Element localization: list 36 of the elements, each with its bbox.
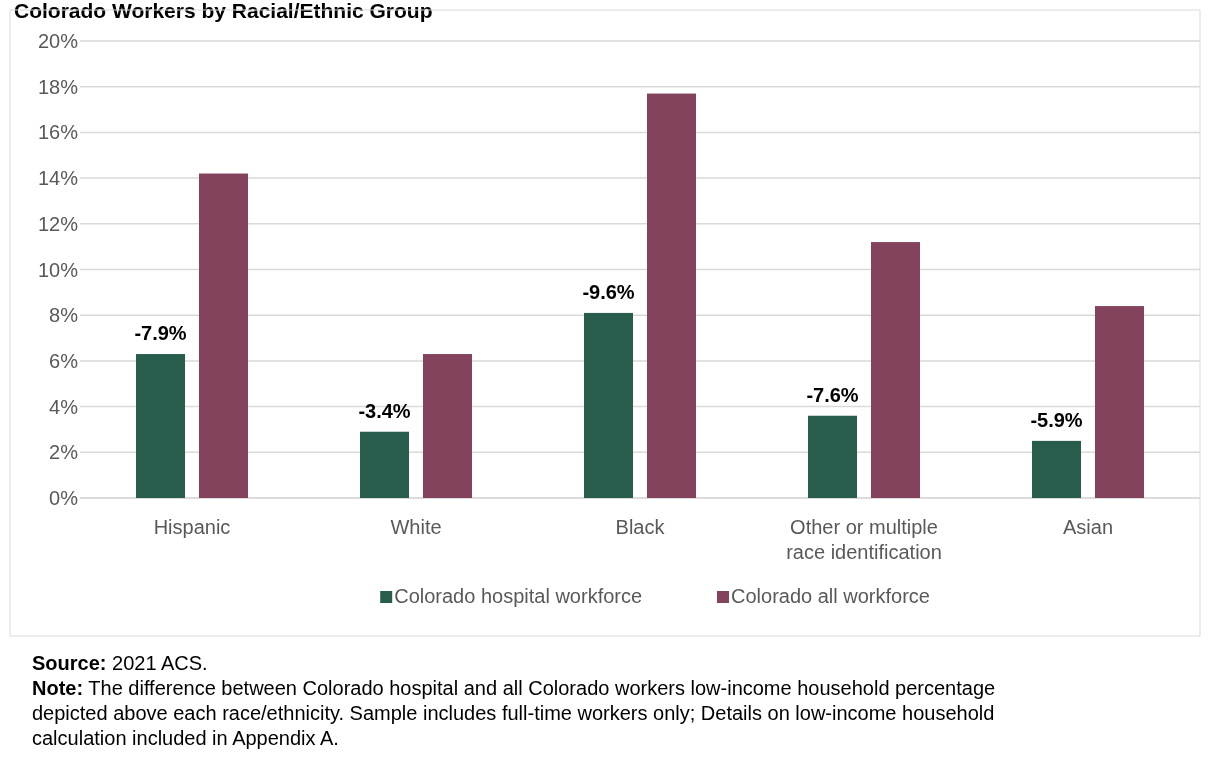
y-tick-label: 18%	[37, 75, 79, 98]
y-tick-label: 4%	[49, 395, 79, 418]
x-tick-label: White	[390, 516, 442, 538]
y-tick-label: 2%	[49, 441, 79, 464]
y-tick-label: 12%	[37, 212, 79, 235]
annotation: -7.6%	[806, 383, 859, 406]
bar	[136, 354, 185, 498]
y-tick-label: 16%	[37, 121, 79, 144]
annotation: -5.9%	[1030, 408, 1083, 431]
bar	[808, 415, 857, 498]
bar	[423, 354, 472, 498]
bar	[199, 173, 248, 498]
y-tick-label: 10%	[37, 258, 79, 281]
y-tick-label: 0%	[49, 487, 79, 509]
annotation: -3.4%	[358, 399, 411, 422]
x-tick-label: Other or multiple race identification	[786, 516, 942, 563]
bar	[360, 431, 409, 498]
bar	[1095, 306, 1144, 498]
y-tick-label: 6%	[49, 349, 79, 372]
annotation: -9.6%	[582, 280, 635, 303]
bar	[584, 312, 633, 498]
x-tick-label: Black	[615, 516, 666, 538]
bar	[871, 242, 920, 498]
annotation: -7.9%	[134, 322, 187, 345]
x-tick-label: Hispanic	[153, 516, 231, 538]
y-tick-label: 8%	[49, 304, 79, 327]
chart-title: Colorado Workers by Racial/Ethnic Group	[14, 0, 433, 22]
bar	[647, 93, 696, 498]
text: Note: The difference between Colorado hospital and all Colorado workers low-income household percentage depicted above each race/ethnicity. Sample includes full-time workers only; Details on low-income household calculation included in Appendix A.	[32, 677, 996, 749]
y-tick-label: 20%	[37, 30, 79, 52]
bar	[1032, 440, 1081, 498]
legend-label: Colorado hospital workforce	[394, 585, 643, 607]
legend-label: Colorado all workforce	[731, 585, 930, 607]
y-tick-label: 14%	[37, 167, 79, 190]
source-note: Source: 2021 ACS.	[32, 652, 208, 674]
x-tick-label: Asian	[1062, 516, 1114, 538]
